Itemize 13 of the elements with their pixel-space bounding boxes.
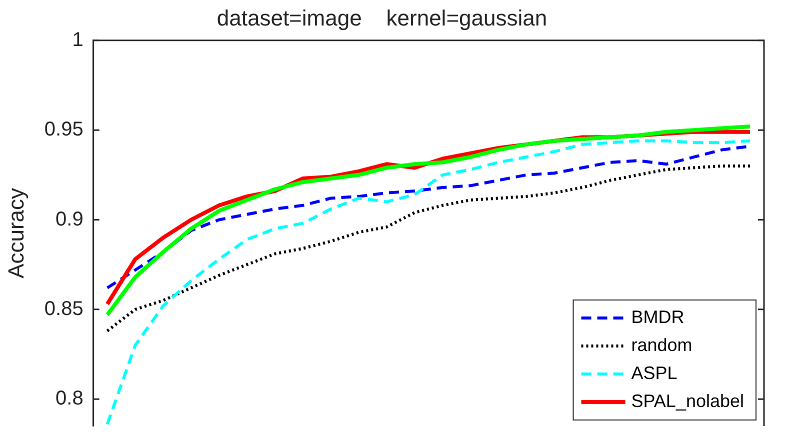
chart-title: dataset=image kernel=gaussian — [216, 5, 548, 30]
line-series — [106, 164, 752, 332]
line-series — [106, 139, 752, 426]
legend-label: random — [631, 334, 692, 355]
y-tick-label: 1 — [72, 28, 84, 51]
y-tick-label: 0.85 — [44, 298, 84, 320]
y-tick-label: 0.95 — [44, 118, 84, 141]
y-tick-label: 0.8 — [56, 388, 84, 410]
y-axis-title: Accuracy — [3, 188, 28, 278]
legend-label: ASPL — [631, 362, 678, 383]
y-tick-label: 0.9 — [56, 208, 84, 230]
legend-label: SPAL_nolabel — [631, 390, 744, 411]
legend-label: BMDR — [631, 306, 684, 327]
